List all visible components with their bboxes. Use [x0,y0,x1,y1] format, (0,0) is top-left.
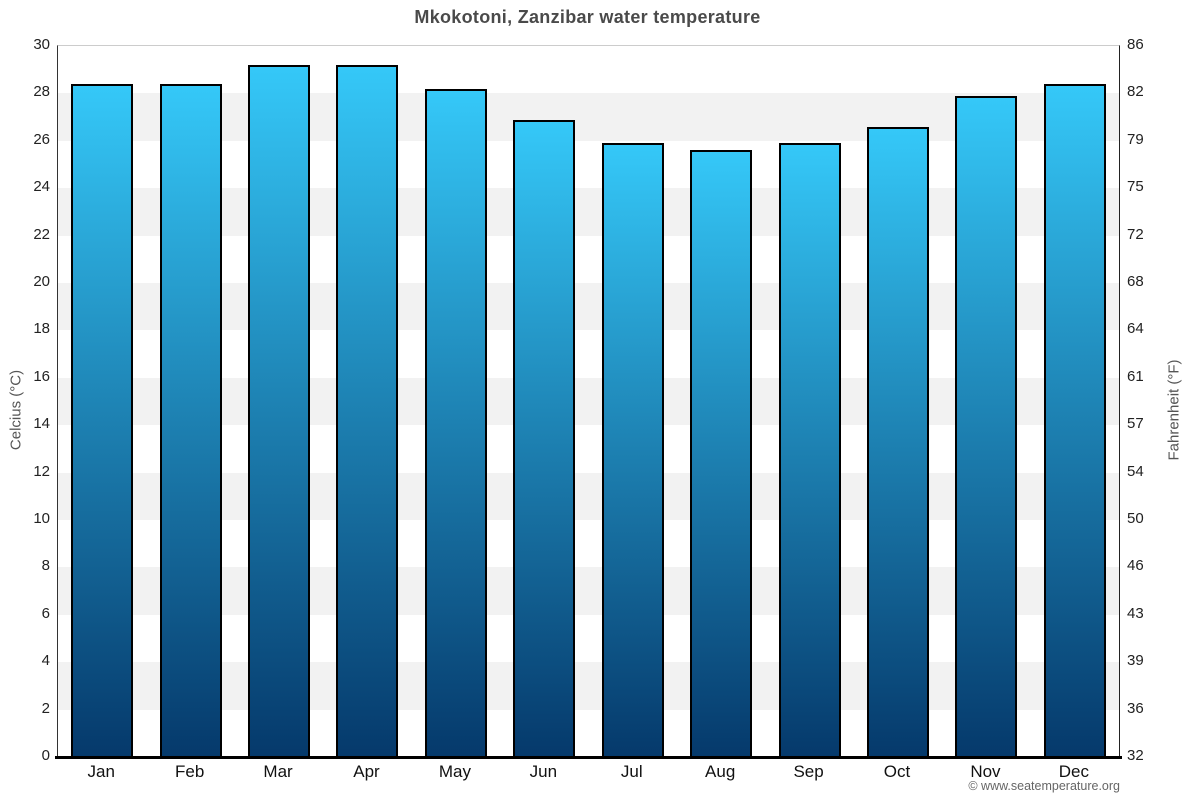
celsius-tick-26: 26 [33,130,50,148]
bar-aug [690,150,753,757]
bar-slot-jun [500,46,588,757]
month-label-jul: Jul [620,762,643,781]
fahrenheit-tick-79: 79 [1127,130,1144,148]
celsius-tick-10: 10 [33,510,50,527]
fahrenheit-tick-64: 64 [1127,320,1144,338]
background-band [58,377,1119,426]
month-label-feb: Feb [174,762,205,781]
celsius-tick-22: 22 [33,225,50,243]
attribution: © www.seatemperature.org [968,779,1120,793]
fahrenheit-tick-61: 61 [1127,367,1144,385]
bar-slot-nov [942,46,1030,757]
bar-slot-may [412,46,500,757]
month-label-nov: Nov [970,762,1001,781]
month-label-dec: Dec [1058,762,1089,781]
celsius-tick-28: 28 [33,83,50,101]
bar-may [424,88,487,757]
bar-slot-feb [146,46,234,757]
background-band [58,283,1119,331]
month-label-may: May [438,762,471,781]
background-band [58,567,1119,616]
x-axis-labels: Jan Feb Mar Apr May Jun Jul Aug Sep Oct Nov Dec [57,762,1118,782]
x-axis-line [55,756,1122,759]
celsius-tick-0: 0 [41,747,50,764]
bar-dec [1043,83,1106,757]
celsius-tick-12: 12 [33,462,50,480]
month-label-sep: Sep [793,762,824,781]
month-label-oct: Oct [883,762,911,781]
celsius-tick-2: 2 [41,699,50,717]
fahrenheit-tick-36: 36 [1127,699,1144,717]
background-band [58,662,1119,711]
bar-slot-apr [323,46,411,757]
bar-mar [248,65,311,757]
background-bands [58,46,1119,758]
celsius-tick-18: 18 [33,320,50,338]
background-band [58,46,1119,94]
background-band [58,472,1119,521]
bar-oct [867,126,929,757]
bar-slot-oct [854,46,942,757]
celsius-tick-6: 6 [41,604,50,622]
fahrenheit-tick-50: 50 [1127,510,1144,527]
fahrenheit-tick-68: 68 [1127,273,1144,290]
celsius-tick-24: 24 [33,178,50,196]
bar-nov [955,95,1018,757]
bar-slot-jan [58,46,146,757]
fahrenheit-tick-43: 43 [1127,604,1144,622]
background-band [58,520,1119,568]
celsius-tick-30: 30 [33,36,50,53]
bar-slot-sep [765,46,853,757]
background-band [58,188,1119,237]
bar-feb [159,83,222,757]
bar-apr [336,65,399,757]
bars-container [58,46,1119,757]
celsius-tick-8: 8 [41,557,50,575]
bar-jul [601,143,664,757]
background-band [58,614,1119,663]
background-band [58,425,1119,474]
celsius-tick-16: 16 [33,367,50,385]
bar-slot-aug [677,46,765,757]
bar-slot-dec [1031,46,1119,757]
fahrenheit-tick-86: 86 [1127,36,1144,53]
plot-area [55,45,1122,759]
background-band [58,93,1119,142]
fahrenheit-tick-75: 75 [1127,178,1144,196]
chart-title: Mkokotoni, Zanzibar water temperature [414,7,761,27]
celsius-tick-14: 14 [33,415,50,433]
celsius-tick-20: 20 [33,273,50,290]
bar-jun [513,119,576,757]
bar-jan [71,83,134,757]
fahrenheit-tick-72: 72 [1127,225,1144,243]
celsius-tick-4: 4 [41,652,50,670]
month-label-mar: Mar [263,762,293,781]
month-label-jan: Jan [87,762,115,781]
bar-slot-mar [235,46,323,757]
month-label-apr: Apr [353,762,380,781]
month-label-aug: Aug [705,762,736,781]
fahrenheit-tick-57: 57 [1127,415,1144,433]
bar-slot-jul [589,46,677,757]
bar-sep [778,143,841,757]
fahrenheit-tick-39: 39 [1127,652,1144,670]
fahrenheit-tick-32: 32 [1127,747,1144,764]
month-label-jun: Jun [529,762,558,781]
background-band [58,709,1119,758]
fahrenheit-tick-46: 46 [1127,557,1144,575]
fahrenheit-tick-82: 82 [1127,83,1144,101]
fahrenheit-tick-54: 54 [1127,462,1144,480]
background-band [58,140,1119,189]
background-band [58,235,1119,284]
background-band [58,330,1119,379]
